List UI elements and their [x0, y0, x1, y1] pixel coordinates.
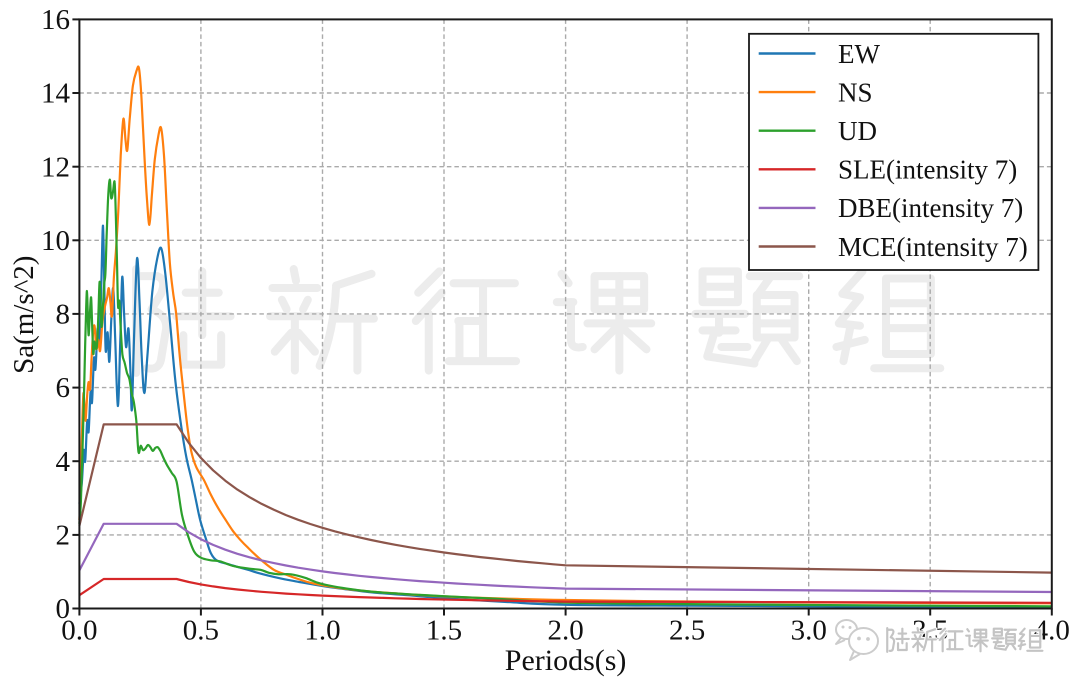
svg-text:8: 8 [56, 299, 71, 331]
svg-text:Sa(m/s^2): Sa(m/s^2) [8, 256, 40, 374]
svg-text:SLE(intensity 7): SLE(intensity 7) [838, 155, 1017, 185]
svg-text:Periods(s): Periods(s) [505, 644, 627, 677]
svg-text:EW: EW [838, 39, 880, 69]
svg-text:0: 0 [56, 593, 71, 625]
svg-text:0.5: 0.5 [183, 615, 219, 647]
svg-text:6: 6 [56, 372, 71, 404]
svg-text:16: 16 [41, 4, 70, 36]
svg-text:NS: NS [838, 77, 873, 107]
svg-text:14: 14 [41, 78, 71, 110]
svg-text:DBE(intensity 7): DBE(intensity 7) [838, 193, 1023, 223]
svg-text:1.0: 1.0 [304, 615, 340, 647]
svg-text:2: 2 [56, 520, 71, 552]
svg-text:4: 4 [56, 446, 71, 478]
svg-text:10: 10 [41, 225, 70, 257]
svg-text:MCE(intensity 7): MCE(intensity 7) [838, 232, 1028, 262]
svg-text:2.5: 2.5 [669, 615, 705, 647]
svg-text:3.0: 3.0 [791, 615, 827, 647]
svg-text:1.5: 1.5 [426, 615, 462, 647]
svg-text:12: 12 [41, 151, 70, 183]
svg-text:UD: UD [838, 116, 877, 146]
svg-text:0.0: 0.0 [61, 615, 97, 647]
svg-text:2.0: 2.0 [547, 615, 583, 647]
